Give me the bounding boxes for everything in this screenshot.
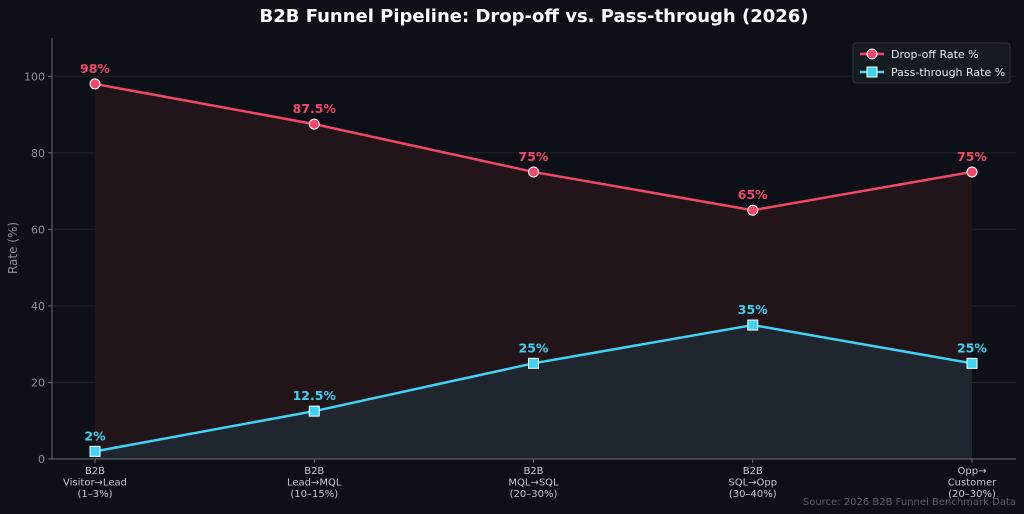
y-tick-label: 80	[31, 147, 45, 160]
x-tick-label: B2B SQL→Opp (30–40%)	[728, 466, 777, 500]
x-tick-label: Opp→ Customer (20–30%)	[948, 466, 997, 500]
series-0-data-label: 75%	[957, 149, 987, 164]
y-tick-label: 40	[31, 300, 45, 313]
series-1-point	[89, 445, 101, 457]
y-tick-label: 0	[38, 453, 45, 466]
series-0-point	[528, 166, 539, 178]
y-axis-label: Rate (%)	[6, 222, 20, 274]
legend-entry-label: Pass-through Rate %	[891, 66, 1005, 79]
x-tick-label: B2B Lead→MQL (10–15%)	[287, 466, 342, 500]
series-0-point	[966, 166, 978, 178]
y-tick-label: 60	[31, 223, 45, 236]
y-tick-label: 20	[31, 376, 45, 389]
series-1-data-label: 12.5%	[293, 388, 337, 403]
series-0-point	[89, 78, 101, 90]
legend-swatch-marker	[866, 66, 878, 78]
legend: Drop-off Rate % Pass-through Rate %	[852, 42, 1011, 84]
series-1-data-label: 2%	[84, 428, 106, 443]
series-1-area	[95, 325, 972, 459]
series-1-data-label: 25%	[957, 340, 987, 355]
series-1-point	[308, 405, 320, 417]
source-note: Source: 2026 B2B Funnel Benchmark Data	[803, 497, 1016, 508]
y-tick-label: 100	[24, 70, 45, 83]
chart-title: B2B Funnel Pipeline: Drop-off vs. Pass-t…	[259, 6, 808, 27]
series-1-point	[528, 357, 539, 369]
series-0-point	[308, 118, 320, 130]
legend-swatch-marker	[866, 48, 878, 60]
series-0-data-label: 87.5%	[293, 101, 337, 116]
series-0-data-label: 65%	[738, 187, 768, 202]
series-1-point	[966, 357, 978, 369]
series-0-data-label: 75%	[519, 149, 549, 164]
series-1-data-label: 35%	[738, 302, 768, 317]
series-0-point	[747, 204, 759, 216]
series-1-data-label: 25%	[519, 340, 549, 355]
series-0-data-label: 98%	[80, 61, 110, 76]
x-tick-label: B2B Visitor→Lead (1–3%)	[63, 466, 127, 500]
legend-box	[852, 42, 1011, 84]
series-1-point	[747, 319, 759, 331]
plot-area: 0 20 40 60 80 100 B2B Visitor→Lead (1–3%) B2B Lead…	[24, 38, 1016, 500]
legend-entry-label: Drop-off Rate %	[891, 48, 979, 61]
x-tick-label: B2B MQL→SQL (20–30%)	[508, 466, 559, 500]
